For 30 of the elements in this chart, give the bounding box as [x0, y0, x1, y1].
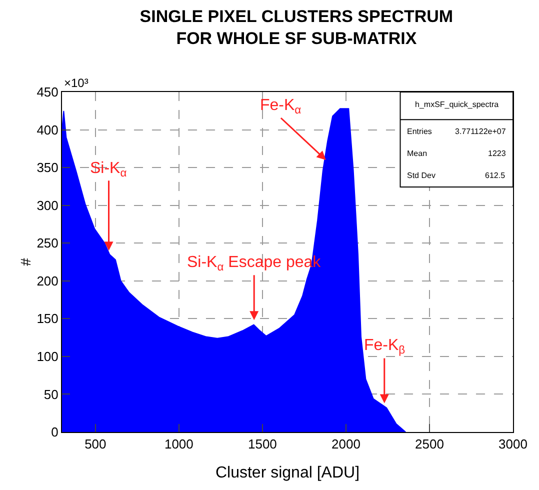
- chart-title: SINGLE PIXEL CLUSTERS SPECTRUM FOR WHOLE SF SUB-MATRIX: [140, 7, 454, 48]
- annotation: 3.771122e+07: [455, 127, 506, 136]
- y-tick-label: 200: [36, 273, 58, 288]
- annotation: 1223: [488, 149, 506, 158]
- y-tick-label: 450: [36, 84, 58, 100]
- annotation: h_mxSF_quick_spectra: [415, 100, 500, 109]
- text: ×10³: [64, 76, 88, 90]
- annotation: Entries: [407, 127, 432, 136]
- x-tick-label: 1500: [248, 436, 277, 452]
- x-tick-label: 3000: [498, 436, 528, 452]
- y-tick-label: 0: [51, 424, 58, 440]
- annotation: 612.5: [485, 171, 506, 180]
- annotation: Std Dev: [407, 171, 436, 180]
- annotation: Fe-K$_{β}$: [364, 337, 406, 356]
- x-tick-label: 2500: [415, 436, 444, 452]
- annotation: Fe-K$_{α}$: [260, 97, 302, 116]
- y-tick-label: 400: [36, 122, 58, 138]
- x-tick-label: 2000: [332, 436, 360, 452]
- y-tick-label: 50: [44, 386, 58, 402]
- y-tick-label: 350: [36, 160, 58, 176]
- y-tick-label: 250: [36, 236, 58, 251]
- y-tick-label: 100: [36, 348, 58, 364]
- y-axis-title: #: [17, 258, 34, 266]
- y-tick-label: 150: [36, 311, 58, 326]
- x-tick-label: 1000: [164, 436, 194, 452]
- y-tick-label: 300: [36, 198, 58, 213]
- annotation: Si-K$_{α}$: [90, 160, 128, 180]
- x-axis-title: Cluster signal [ADU]: [215, 464, 360, 482]
- x-tick-label: 500: [84, 436, 106, 452]
- annotation: Mean: [407, 149, 428, 158]
